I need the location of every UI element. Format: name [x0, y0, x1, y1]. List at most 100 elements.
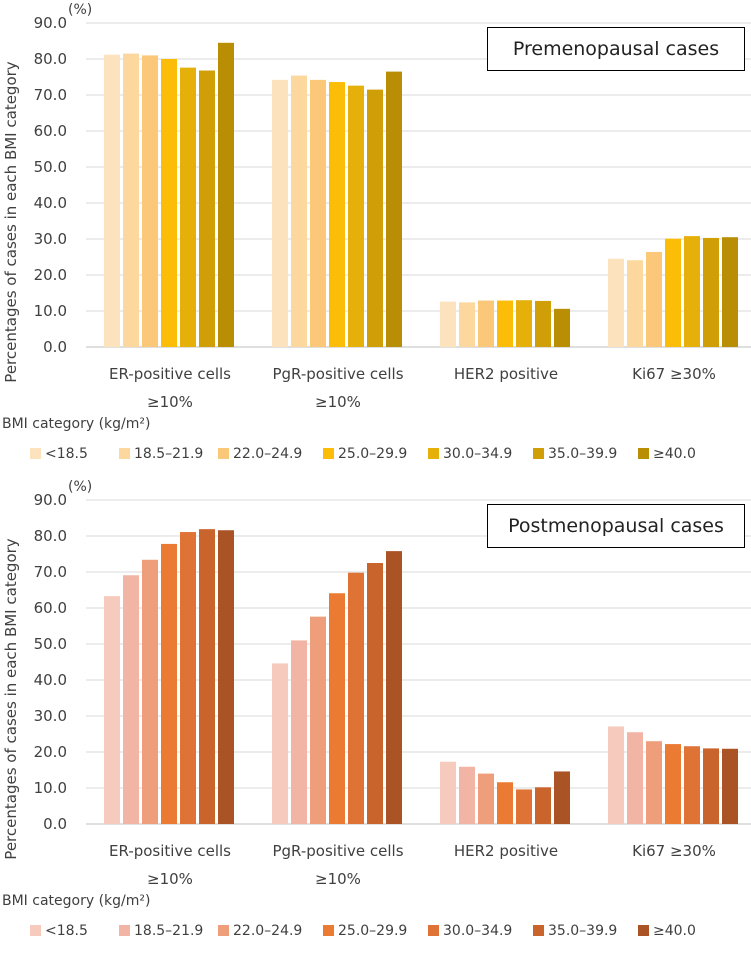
bar — [535, 300, 551, 347]
bar — [478, 300, 494, 347]
bar — [646, 741, 662, 824]
bar — [684, 236, 700, 347]
bar — [703, 237, 719, 347]
legend-item: 35.0–39.9 — [533, 443, 617, 465]
legend-label: ≥40.0 — [653, 923, 696, 939]
y-tick-label: 20.0 — [34, 266, 67, 284]
bar — [535, 787, 551, 824]
y-tick-label: 40.0 — [34, 671, 67, 689]
bar — [516, 789, 532, 824]
bar — [310, 616, 326, 824]
legend-label: 18.5–21.9 — [134, 923, 204, 939]
y-tick-label: 90.0 — [34, 491, 67, 509]
legend-swatch — [323, 448, 334, 459]
legend-label: 25.0–29.9 — [338, 923, 408, 939]
bar — [367, 563, 383, 824]
bar — [367, 89, 383, 347]
legend-swatch — [533, 925, 544, 936]
bar — [478, 773, 494, 824]
premenopausal-chart: Percentages of cases in each BMI categor… — [2, 2, 751, 465]
bar — [218, 530, 234, 824]
category-label-pgr: PgR-positive cells ≥10% — [243, 837, 433, 893]
legend-swatch — [428, 925, 439, 936]
y-tick-label: 80.0 — [34, 50, 67, 68]
bar — [142, 55, 158, 348]
category-line1: PgR-positive cells — [272, 842, 404, 860]
category-label-ki67: Ki67 ≥30% — [579, 837, 751, 865]
bar — [646, 251, 662, 347]
legend-item: 22.0–24.9 — [218, 920, 302, 942]
bar — [459, 302, 475, 347]
bar — [329, 82, 345, 347]
y-tick-label: 10.0 — [34, 779, 67, 797]
plot-area: 0.0 10.0 20.0 30.0 40.0 50.0 60.0 70.0 80.0 90.0 — [34, 14, 751, 356]
bar — [123, 53, 139, 347]
bar — [348, 85, 364, 347]
legend-item: 22.0–24.9 — [218, 443, 302, 465]
bar — [684, 746, 700, 824]
legend-label: ≥40.0 — [653, 446, 696, 462]
bar — [291, 640, 307, 824]
legend-item: 25.0–29.9 — [323, 443, 407, 465]
legend-swatch — [218, 448, 229, 459]
legend-swatch — [218, 925, 229, 936]
bar — [608, 726, 624, 824]
legend-swatch — [638, 925, 649, 936]
bar — [199, 529, 215, 824]
legend-item: <18.5 — [30, 443, 88, 465]
legend-swatch — [638, 448, 649, 459]
legend-item: ≥40.0 — [638, 920, 696, 942]
bar — [703, 748, 719, 824]
legend-swatch — [119, 925, 130, 936]
y-tick-label: 90.0 — [34, 14, 67, 32]
plot-area: 0.0 10.0 20.0 30.0 40.0 50.0 60.0 70.0 80.0 90.0 — [34, 491, 751, 833]
y-tick-label: 0.0 — [43, 338, 67, 356]
legend-label: <18.5 — [45, 923, 88, 939]
postmenopausal-chart: Percentages of cases in each BMI categor… — [0, 477, 751, 954]
y-tick-label: 30.0 — [34, 230, 67, 248]
bar — [386, 71, 402, 347]
category-line2: ≥10% — [147, 393, 193, 411]
y-tick-label: 70.0 — [34, 86, 67, 104]
bar — [722, 237, 738, 347]
bar — [291, 75, 307, 347]
category-line1: ER-positive cells — [109, 842, 231, 860]
category-line1: PgR-positive cells — [272, 365, 404, 383]
legend-item: 18.5–21.9 — [119, 920, 203, 942]
y-tick-label: 20.0 — [34, 743, 67, 761]
bar — [627, 732, 643, 824]
bar — [497, 782, 513, 824]
category-label-er: ER-positive cells ≥10% — [75, 837, 265, 893]
chart-title: Postmenopausal cases — [487, 504, 745, 548]
legend-swatch — [428, 448, 439, 459]
bar — [218, 42, 234, 348]
bar — [329, 593, 345, 824]
legend-title: BMI category (kg/m²) — [2, 416, 151, 432]
bar — [310, 79, 326, 347]
y-axis-unit: (%) — [68, 479, 93, 495]
legend: <18.5 18.5–21.9 22.0–24.9 25.0–29.9 30.0… — [0, 920, 751, 942]
category-line1: Ki67 ≥30% — [632, 365, 716, 383]
bar — [180, 532, 196, 824]
bar — [554, 308, 570, 347]
legend-swatch — [30, 448, 41, 459]
bar — [272, 79, 288, 347]
legend-item: ≥40.0 — [638, 443, 696, 465]
bar — [199, 70, 215, 348]
bar — [104, 54, 120, 348]
legend-label: <18.5 — [45, 446, 88, 462]
bar — [554, 771, 570, 824]
bar — [440, 301, 456, 347]
bar — [161, 59, 177, 347]
category-label-her2: HER2 positive — [411, 837, 601, 865]
legend-label: 22.0–24.9 — [233, 446, 303, 462]
y-tick-label: 60.0 — [34, 122, 67, 140]
category-line1: HER2 positive — [453, 842, 559, 860]
bar — [123, 575, 139, 824]
legend-swatch — [323, 925, 334, 936]
legend-label: 22.0–24.9 — [233, 923, 303, 939]
bar — [627, 260, 643, 347]
bar — [665, 744, 681, 824]
bar — [516, 300, 532, 347]
bar — [142, 559, 158, 824]
